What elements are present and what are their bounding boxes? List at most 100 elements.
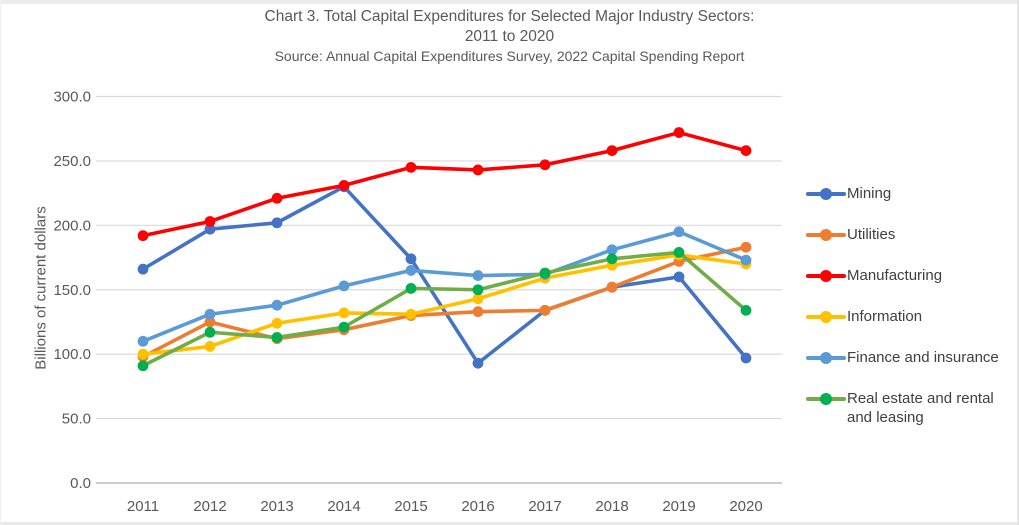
series-marker-real-estate-and-rental-and-leasing — [673, 246, 685, 258]
series-marker-mining — [740, 352, 752, 364]
window-edge-top — [0, 0, 1019, 4]
series-line-utilities — [141, 245, 748, 359]
series-marker-real-estate-and-rental-and-leasing — [271, 332, 283, 343]
series-marker-finance-and-insurance — [338, 280, 350, 292]
series-marker-finance-and-insurance — [740, 254, 752, 266]
legend-label: Manufacturing — [847, 267, 943, 284]
legend-dot — [820, 270, 832, 282]
series-marker-manufacturing — [137, 230, 149, 242]
legend-dot — [820, 311, 832, 323]
legend-label: Utilities — [847, 226, 896, 243]
series-line-manufacturing — [141, 130, 748, 238]
series-marker-information — [472, 293, 484, 305]
legend-line-marker-icon — [806, 389, 846, 408]
series-marker-real-estate-and-rental-and-leasing — [539, 267, 551, 279]
legend: Mining Utilities Manufacturing Information F… — [806, 184, 1006, 449]
series-marker-real-estate-and-rental-and-leasing — [137, 360, 149, 372]
series-marker-mining — [271, 217, 283, 229]
series-marker-finance-and-insurance — [271, 299, 283, 311]
series-marker-real-estate-and-rental-and-leasing — [606, 253, 618, 265]
series-line-mining — [141, 184, 748, 365]
legend-label: Real estate and rental and leasing — [847, 390, 994, 426]
series-marker-manufacturing — [673, 127, 685, 138]
x-axis-tick-label: 2019 — [662, 498, 695, 515]
series-marker-real-estate-and-rental-and-leasing — [405, 283, 417, 294]
chart-source: Source: Annual Capital Expenditures Surv… — [274, 48, 745, 64]
legend-dot — [820, 188, 832, 200]
x-axis-tick-label: 2011 — [127, 498, 159, 515]
legend-item-mining: Mining — [806, 184, 1006, 203]
legend-line-marker-icon — [806, 225, 846, 244]
x-axis-tick-label: 2020 — [729, 498, 762, 515]
series-marker-utilities — [539, 304, 551, 316]
series-marker-finance-and-insurance — [204, 308, 216, 320]
legend-item-real-estate-and-rental-and-leasing: Real estate and rental and leasing — [806, 389, 1006, 427]
series-marker-real-estate-and-rental-and-leasing — [740, 304, 752, 316]
series-marker-finance-and-insurance — [606, 244, 618, 256]
series-marker-information — [137, 348, 149, 360]
series-marker-real-estate-and-rental-and-leasing — [204, 326, 216, 338]
series-marker-mining — [472, 357, 484, 369]
x-axis-tick-label: 2014 — [327, 498, 360, 515]
series-marker-mining — [137, 263, 149, 275]
y-axis-tick-label: 250.0 — [53, 153, 91, 170]
series-marker-information — [405, 308, 417, 320]
x-axis-tick-label: 2017 — [528, 498, 561, 515]
legend-label: Mining — [847, 185, 892, 202]
series-marker-manufacturing — [204, 216, 216, 227]
legend-line-marker-icon — [806, 307, 846, 326]
series-marker-manufacturing — [338, 179, 350, 191]
series-marker-manufacturing — [472, 164, 484, 176]
legend-item-manufacturing: Manufacturing — [806, 266, 1006, 285]
legend-dot — [820, 229, 832, 241]
series-marker-manufacturing — [740, 145, 752, 157]
legend-line-marker-icon — [806, 266, 846, 285]
series-marker-utilities — [740, 241, 752, 253]
series-marker-information — [338, 307, 350, 319]
series-marker-mining — [204, 223, 216, 235]
series-marker-mining — [405, 253, 417, 265]
series-marker-utilities — [472, 306, 484, 318]
y-axis-tick-label: 300.0 — [53, 89, 91, 106]
legend-label: Finance and insurance — [847, 349, 999, 366]
series-marker-finance-and-insurance — [405, 265, 417, 276]
window-edge-right — [1017, 0, 1019, 525]
y-axis-tick-label: 150.0 — [53, 282, 91, 299]
chart-title-line1: Chart 3. Total Capital Expenditures for … — [264, 8, 755, 25]
window-edge-left — [0, 0, 1, 525]
legend-item-utilities: Utilities — [806, 225, 1006, 244]
series-marker-mining — [673, 271, 685, 283]
y-axis-tick-label: 100.0 — [53, 346, 91, 363]
legend-dot — [820, 352, 832, 364]
series-marker-finance-and-insurance — [137, 335, 149, 347]
x-axis-tick-label: 2015 — [394, 498, 427, 515]
legend-line-marker-icon — [806, 184, 846, 203]
series-marker-utilities — [606, 281, 618, 293]
legend-dot — [820, 393, 832, 405]
series-marker-manufacturing — [606, 145, 618, 157]
legend-label: Information — [847, 308, 923, 325]
x-axis-tick-label: 2018 — [595, 498, 628, 515]
y-axis-tick-label: 200.0 — [53, 217, 91, 234]
legend-item-finance-and-insurance: Finance and insurance — [806, 348, 1006, 367]
series-marker-finance-and-insurance — [673, 226, 685, 238]
series-marker-real-estate-and-rental-and-leasing — [472, 284, 484, 296]
legend-line-marker-icon — [806, 348, 846, 367]
series-marker-information — [271, 317, 283, 329]
series-marker-finance-and-insurance — [472, 270, 484, 281]
series-marker-utilities — [204, 316, 216, 328]
chart-title-line2: 2011 to 2020 — [464, 28, 555, 45]
series-line-finance-and-insurance — [141, 229, 748, 344]
series-line-real-estate-and-rental-and-leasing — [141, 250, 748, 368]
series-marker-manufacturing — [405, 161, 417, 173]
legend-item-information: Information — [806, 307, 1006, 326]
y-axis-tick-label: 50.0 — [62, 411, 91, 428]
x-axis-tick-label: 2013 — [260, 498, 293, 515]
x-axis-tick-label: 2016 — [461, 498, 494, 515]
window-edge-bottom — [0, 522, 1019, 525]
y-axis-tick-label: 0.0 — [70, 475, 91, 492]
series-marker-manufacturing — [271, 192, 283, 204]
series-marker-manufacturing — [539, 159, 551, 171]
